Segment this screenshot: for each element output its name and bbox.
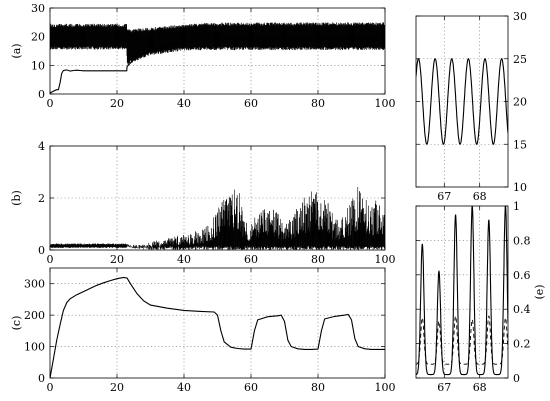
x-tick-label: 0 <box>47 253 54 266</box>
plot-frame <box>49 267 386 379</box>
series-group <box>50 22 385 94</box>
series-solid <box>416 206 508 376</box>
x-tick-label: 67 <box>437 190 451 203</box>
y-tick-label: 1 <box>513 200 520 213</box>
y-tick-label: 15 <box>513 138 527 151</box>
panel-e: 67 68 0 0.2 0.4 0.6 0.8 1 (e) <box>415 200 546 394</box>
y-tick-label: 0.4 <box>513 303 531 316</box>
x-tick-label: 20 <box>110 381 124 394</box>
series-group <box>50 276 385 378</box>
series-solid <box>416 58 508 145</box>
y-tick-label: 20 <box>513 96 527 109</box>
y-tick-label: 0 <box>513 372 520 385</box>
series-group <box>416 58 508 145</box>
y-tick-label: 0 <box>38 244 45 257</box>
x-tick-label: 100 <box>375 97 396 110</box>
x-tick-label: 60 <box>244 253 258 266</box>
y-tick-label: 4 <box>38 140 45 153</box>
panel-label: (b) <box>10 190 23 206</box>
y-tick-label: 0 <box>38 372 45 385</box>
series-oscillation <box>50 22 385 65</box>
x-tick-label: 100 <box>375 381 396 394</box>
series-level <box>50 38 385 94</box>
y-tick-label: 10 <box>31 59 45 72</box>
panel-label: (e) <box>533 284 546 299</box>
x-tick-label: 100 <box>375 253 396 266</box>
y-tick-label: 0.6 <box>513 269 531 282</box>
y-tick-label: 100 <box>24 341 45 354</box>
x-tick-label: 68 <box>473 381 487 394</box>
x-tick-label: 40 <box>177 253 191 266</box>
y-tick-label: 30 <box>513 10 527 23</box>
panel-b: 0 20 40 60 80 100 0 2 4 (b) <box>10 140 396 266</box>
x-tick-label: 40 <box>177 381 191 394</box>
y-tick-label: 20 <box>31 31 45 44</box>
x-tick-label: 20 <box>110 253 124 266</box>
series-line <box>50 276 385 378</box>
x-tick-label: 60 <box>244 381 258 394</box>
y-tick-label: 0 <box>38 88 45 101</box>
x-tick-label: 80 <box>311 253 325 266</box>
y-tick-label: 300 <box>24 278 45 291</box>
x-tick-label: 0 <box>47 381 54 394</box>
panel-c: 0 20 40 60 80 100 0 100 200 300 (c) <box>10 267 396 394</box>
y-tick-label: 30 <box>31 2 45 15</box>
series-dashed <box>416 315 508 365</box>
y-tick-label: 2 <box>38 192 45 205</box>
x-tick-label: 68 <box>473 190 487 203</box>
x-tick-label: 40 <box>177 97 191 110</box>
plot-frame <box>415 15 509 188</box>
x-tick-label: 67 <box>437 381 451 394</box>
y-tick-label: 25 <box>513 53 527 66</box>
series-group <box>50 186 385 250</box>
panel-a: 0 20 40 60 80 100 0 10 20 30 (a) <box>10 2 396 110</box>
x-tick-label: 20 <box>110 97 124 110</box>
y-tick-label: 0.2 <box>513 338 531 351</box>
x-tick-label: 80 <box>311 97 325 110</box>
y-tick-label: 0.8 <box>513 234 531 247</box>
x-tick-label: 80 <box>311 381 325 394</box>
plot-frame <box>49 7 386 95</box>
plot-frame <box>415 205 509 379</box>
y-tick-label: 10 <box>513 181 527 194</box>
y-tick-label: 200 <box>24 309 45 322</box>
x-tick-label: 60 <box>244 97 258 110</box>
panel-label: (a) <box>10 43 23 58</box>
x-tick-label: 0 <box>47 97 54 110</box>
panel-d: 67 68 10 15 20 25 30 <box>415 10 527 203</box>
series-noise <box>50 186 385 250</box>
series-group <box>416 206 508 376</box>
panel-label: (c) <box>10 316 23 331</box>
